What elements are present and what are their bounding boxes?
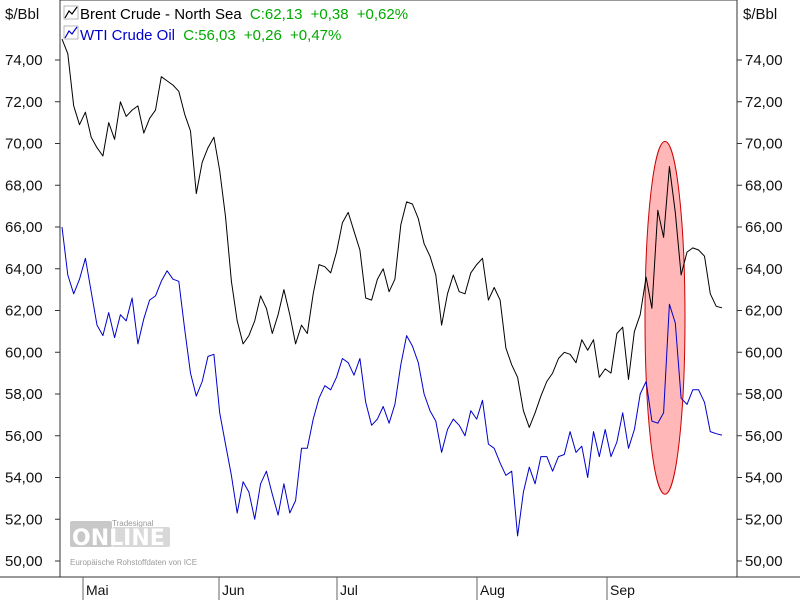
month-label: Jun <box>222 582 245 598</box>
line-chart-icon <box>63 25 79 40</box>
highlight-ellipse <box>644 140 686 495</box>
month-label: Aug <box>480 582 505 598</box>
left-tick-label: 52,00 <box>5 511 43 528</box>
left-tick-label: 54,00 <box>5 470 43 487</box>
left-tick-label: 62,00 <box>5 303 43 320</box>
month-label: Sep <box>610 582 635 598</box>
watermark-logo-text: ONLINE <box>72 526 165 551</box>
right-tick-label: 58,00 <box>745 386 783 403</box>
right-tick-label: 50,00 <box>745 553 783 570</box>
annotation-layer <box>644 140 686 495</box>
month-label: Mai <box>86 582 109 598</box>
right-tick-label: 74,00 <box>745 52 783 69</box>
month-label: Jul <box>340 582 358 598</box>
left-tick-label: 60,00 <box>5 344 43 361</box>
series-line-wti[interactable] <box>61 226 723 537</box>
left-tick-label: 50,00 <box>5 553 43 570</box>
right-tick-label: 62,00 <box>745 303 783 320</box>
right-axis: 74,00 72,00 70,00 68,00 66,00 64,00 62,00 60,00… <box>737 52 783 570</box>
left-tick-label: 68,00 <box>5 177 43 194</box>
line-chart-icon <box>63 5 79 20</box>
right-unit-label: $/Bbl <box>743 6 777 23</box>
legend: Brent Crude - North Sea C:62,13 +0,38 +0… <box>63 5 408 44</box>
right-tick-label: 52,00 <box>745 511 783 528</box>
svg-text:Brent Crude - North Sea: Brent Crude - North Sea C:62,13 +0,38 +0… <box>80 6 408 23</box>
legend-change-brent: +0,38 <box>311 6 349 23</box>
watermark: Tradesignal ONLINE Europäische Rohstoffd… <box>70 519 197 567</box>
series-layer[interactable] <box>61 38 723 537</box>
left-tick-label: 66,00 <box>5 219 43 236</box>
left-unit-label: $/Bbl <box>5 6 39 23</box>
right-tick-label: 68,00 <box>745 177 783 194</box>
left-tick-label: 64,00 <box>5 261 43 278</box>
right-tick-label: 60,00 <box>745 344 783 361</box>
time-axis: Mai Jun Jul Aug Sep <box>82 577 635 600</box>
legend-name-wti: WTI Crude Oil <box>80 27 175 44</box>
left-tick-label: 58,00 <box>5 386 43 403</box>
legend-change-wti: +0,26 <box>244 27 282 44</box>
left-axis: 74,00 72,00 70,00 68,00 66,00 64,00 62,00 60,00… <box>5 52 60 570</box>
watermark-brand: Tradesignal <box>112 519 154 528</box>
legend-close-brent: C:62,13 <box>250 6 303 23</box>
right-tick-label: 64,00 <box>745 261 783 278</box>
left-tick-label: 70,00 <box>5 136 43 153</box>
legend-entry-brent[interactable]: Brent Crude - North Sea C:62,13 +0,38 +0… <box>63 5 408 23</box>
watermark-source: Europäische Rohstoffdaten von ICE <box>70 558 197 567</box>
right-tick-label: 56,00 <box>745 428 783 445</box>
left-tick-label: 56,00 <box>5 428 43 445</box>
legend-change-pct-brent: +0,62% <box>357 6 408 23</box>
legend-close-wti: C:56,03 <box>183 27 236 44</box>
right-tick-label: 72,00 <box>745 94 783 111</box>
legend-entry-wti[interactable]: WTI Crude Oil C:56,03 +0,26 +0,47% <box>63 25 341 44</box>
svg-text:WTI Crude Oil C:56,03: WTI Crude Oil C:56,03 +0,26 +0,47% <box>80 27 341 44</box>
right-tick-label: 66,00 <box>745 219 783 236</box>
watermark-logo: ONLINE <box>70 521 170 551</box>
left-tick-label: 74,00 <box>5 52 43 69</box>
left-tick-label: 72,00 <box>5 94 43 111</box>
right-tick-label: 70,00 <box>745 136 783 153</box>
legend-change-pct-wti: +0,47% <box>290 27 341 44</box>
legend-name-brent: Brent Crude - North Sea <box>80 6 242 23</box>
series-line-brent[interactable] <box>61 38 723 428</box>
right-tick-label: 54,00 <box>745 470 783 487</box>
